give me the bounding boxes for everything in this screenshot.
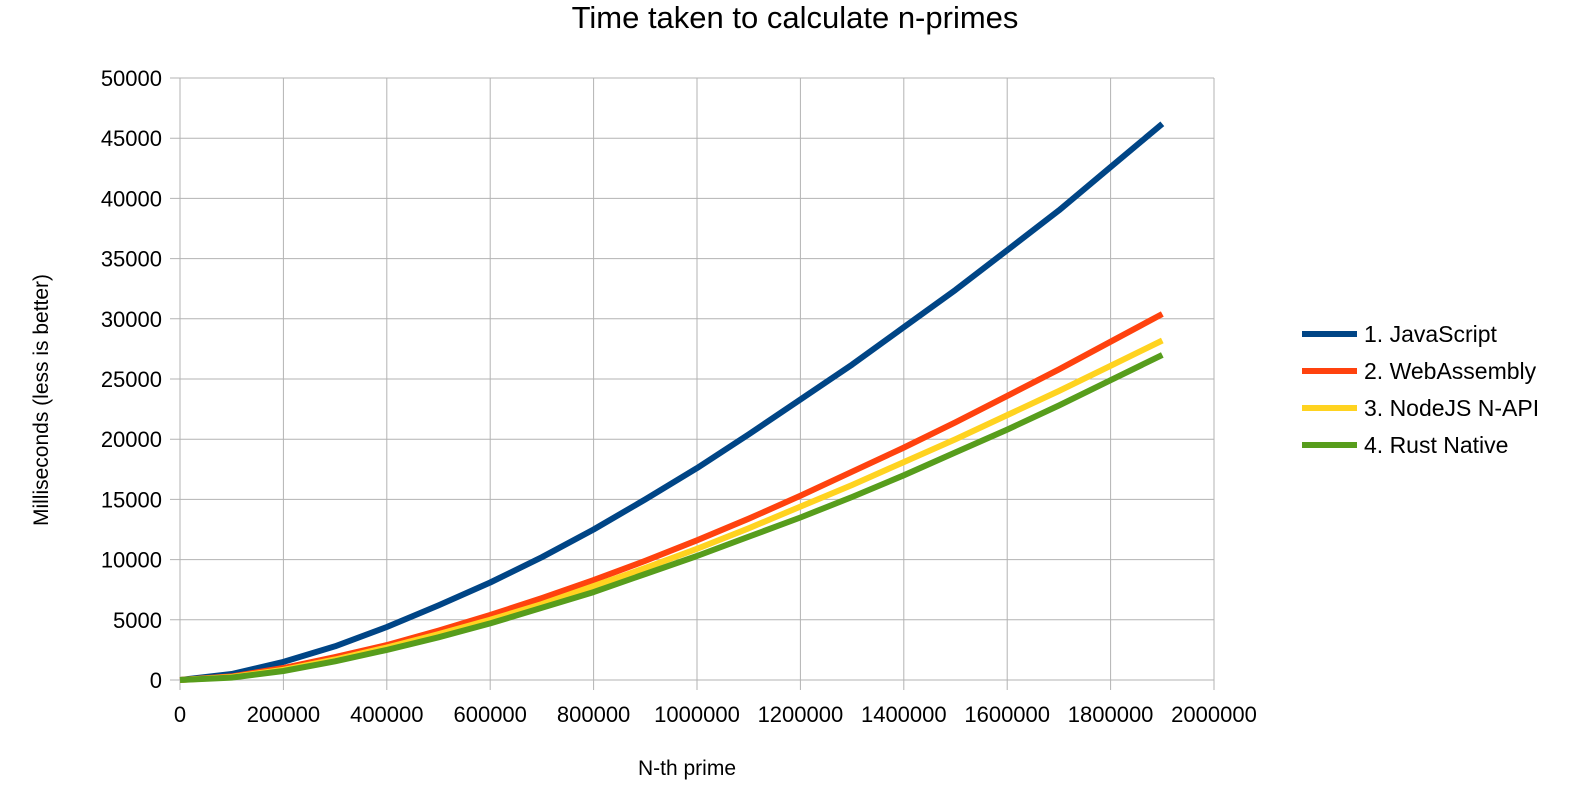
- legend: 1. JavaScript 2. WebAssembly 3. NodeJS N-A…: [1302, 321, 1539, 458]
- y-tick-label: 10000: [101, 548, 162, 573]
- x-tick-label: 400000: [350, 702, 423, 727]
- series-line-1: [179, 121, 1165, 683]
- x-tick-label: 1400000: [861, 702, 947, 727]
- legend-label: 2. WebAssembly: [1364, 358, 1537, 384]
- y-tick-label: 45000: [101, 126, 162, 151]
- series-lines: [179, 121, 1165, 683]
- x-axis-title: N-th prime: [638, 757, 736, 780]
- y-tick-label: 5000: [113, 608, 162, 633]
- x-tick-label: 1600000: [964, 702, 1050, 727]
- legend-label: 4. Rust Native: [1364, 432, 1508, 458]
- x-tick-label: 600000: [453, 702, 526, 727]
- x-tick-label: 1200000: [758, 702, 844, 727]
- gridlines: [170, 77, 1215, 690]
- y-tick-label: 50000: [101, 66, 162, 91]
- y-tick-label: 20000: [101, 427, 162, 452]
- y-tick-label: 15000: [101, 487, 162, 512]
- x-tick-label: 1000000: [654, 702, 740, 727]
- y-axis-title: Milliseconds (less is better): [30, 274, 53, 526]
- legend-label: 1. JavaScript: [1364, 321, 1498, 347]
- x-tick-label: 0: [174, 702, 186, 727]
- chart-title: Time taken to calculate n-primes: [572, 0, 1019, 35]
- x-tick-label: 2000000: [1171, 702, 1257, 727]
- y-tick-label: 35000: [101, 247, 162, 272]
- y-tick-label: 25000: [101, 367, 162, 392]
- series-line-2: [179, 311, 1164, 683]
- y-tick-label: 40000: [101, 186, 162, 211]
- axes: 0 5000 10000 15000 20000 25000 30000 35000 40000…: [101, 66, 1257, 727]
- x-tick-label: 1800000: [1068, 702, 1154, 727]
- x-tick-label: 800000: [557, 702, 630, 727]
- y-tick-label: 0: [150, 668, 162, 693]
- series-line-4: [179, 352, 1164, 683]
- legend-label: 3. NodeJS N-API: [1364, 395, 1539, 421]
- x-tick-label: 200000: [247, 702, 320, 727]
- y-tick-label: 30000: [101, 307, 162, 332]
